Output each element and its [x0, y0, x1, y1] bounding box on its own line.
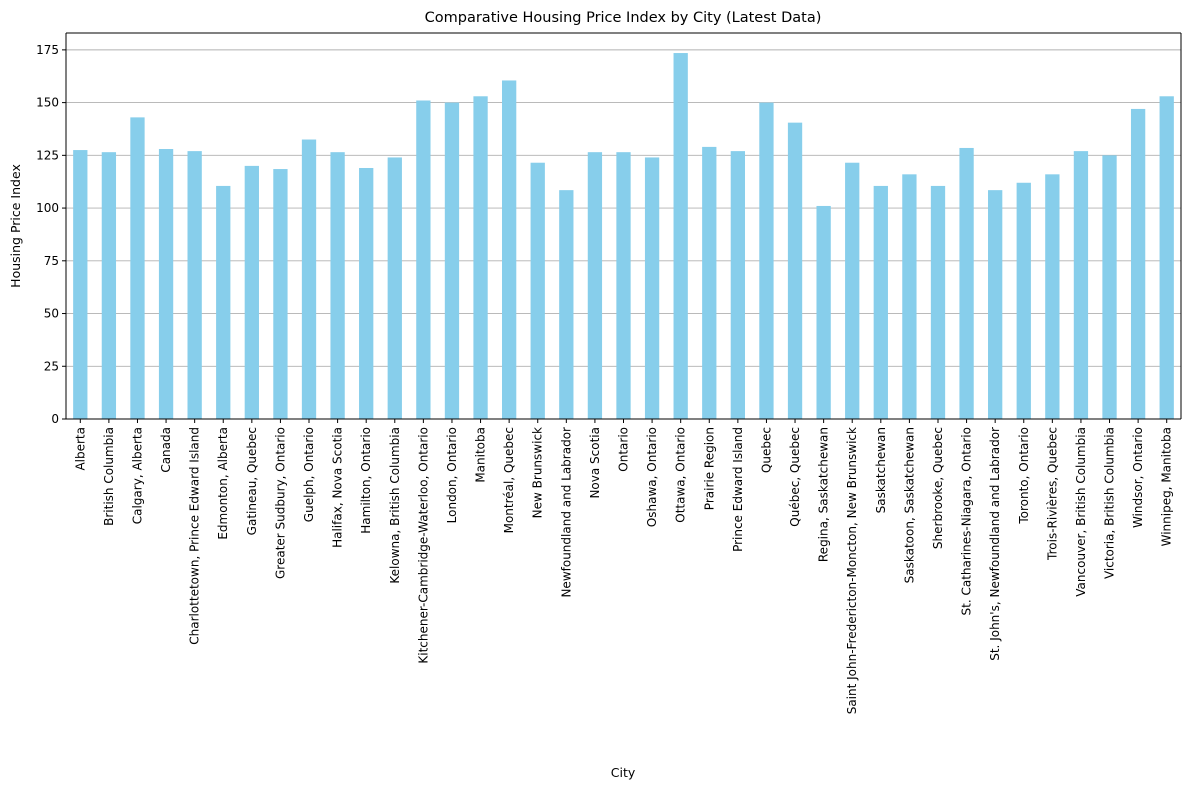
x-tick-label: Trois-Rivières, Quebec: [1045, 427, 1059, 561]
bar: [444, 102, 460, 419]
bar: [1045, 174, 1060, 419]
x-ticks: Alberta British Columbia Calgary, Alberta C…: [73, 419, 1174, 714]
x-tick-label: St. Catharines-Niagara, Ontario: [960, 427, 974, 615]
x-tick-label: Edmonton, Alberta: [216, 427, 230, 540]
x-tick-label: London, Ontario: [445, 427, 459, 523]
bar: [158, 149, 174, 419]
y-tick-label: 75: [44, 254, 59, 268]
x-tick-label: Regina, Saskatchewan: [817, 427, 831, 562]
bar: [216, 185, 231, 419]
y-axis-label: Housing Price Index: [8, 164, 23, 288]
bar: [473, 96, 488, 419]
x-tick-label: Canada: [159, 427, 173, 473]
x-tick-label: New Brunswick: [531, 427, 545, 518]
x-tick-label: Manitoba: [474, 427, 488, 483]
x-tick-label: Halifax, Nova Scotia: [331, 427, 345, 548]
x-tick-label: Ottawa, Ontario: [674, 427, 688, 523]
bar: [73, 150, 88, 420]
bar: [330, 152, 345, 419]
x-axis-label: City: [611, 765, 636, 780]
x-tick-label: Vancouver, British Columbia: [1074, 427, 1088, 597]
bar: [988, 190, 1003, 419]
bar: [301, 139, 317, 420]
bar: [101, 152, 117, 419]
x-tick-label: Victoria, British Columbia: [1103, 427, 1117, 579]
x-tick-label: Calgary, Alberta: [130, 427, 144, 524]
x-tick-label: British Columbia: [102, 427, 116, 526]
x-tick-label: Prairie Region: [702, 427, 716, 510]
bar: [130, 117, 145, 419]
bar: [587, 152, 603, 419]
y-tick-label: 100: [36, 201, 59, 215]
bar: [244, 165, 259, 419]
x-tick-label: Ontario: [617, 427, 631, 472]
x-tick-label: Oshawa, Ontario: [645, 427, 659, 527]
bar: [1130, 108, 1146, 420]
x-tick-label: St. John's, Newfoundland and Labrador: [988, 427, 1002, 661]
bar: [359, 167, 374, 419]
x-tick-label: Newfoundland and Labrador: [559, 427, 573, 598]
x-tick-label: Hamilton, Ontario: [359, 427, 373, 534]
x-tick-label: Quebec: [759, 427, 773, 473]
bar: [1159, 96, 1174, 419]
bar: [787, 122, 803, 419]
bar: [873, 185, 888, 419]
bar: [845, 162, 860, 419]
bar: [416, 100, 431, 420]
bar: [1102, 155, 1117, 419]
bar: [959, 147, 974, 419]
x-tick-label: Gatineau, Quebec: [245, 427, 259, 535]
bar: [759, 102, 774, 419]
y-tick-label: 25: [44, 359, 59, 373]
bar: [387, 157, 402, 419]
y-tick-label: 175: [36, 43, 59, 57]
bar: [187, 151, 202, 419]
bar: [1073, 151, 1089, 419]
x-tick-label: Montréal, Quebec: [502, 427, 516, 533]
x-tick-label: Québec, Quebec: [788, 427, 802, 527]
x-tick-label: Toronto, Ontario: [1017, 427, 1031, 525]
bar: [501, 80, 517, 419]
x-tick-label: Charlottetown, Prince Edward Island: [188, 427, 202, 645]
y-tick-label: 125: [36, 148, 59, 162]
y-tick-label: 150: [36, 96, 59, 110]
bar: [1016, 182, 1031, 419]
y-ticks: 0 25 50 75 100 125 150 175: [36, 43, 66, 426]
x-tick-label: Nova Scotia: [588, 427, 602, 499]
x-tick-label: Winnipeg, Manitoba: [1160, 427, 1174, 546]
x-tick-label: Greater Sudbury, Ontario: [273, 427, 287, 579]
bar: [559, 190, 574, 419]
bar: [702, 146, 717, 419]
x-tick-label: Alberta: [73, 427, 87, 471]
x-tick-label: Saint John-Fredericton-Moncton, New Brun…: [845, 427, 859, 714]
bar: [273, 169, 288, 419]
x-tick-label: Saskatchewan: [874, 427, 888, 513]
bar: [930, 185, 946, 419]
x-tick-label: Prince Edward Island: [731, 427, 745, 552]
bar: [902, 174, 917, 419]
x-tick-label: Saskatoon, Saskatchewan: [902, 427, 916, 583]
bar: [730, 151, 746, 419]
bar: [644, 157, 660, 419]
x-tick-label: Sherbrooke, Quebec: [931, 427, 945, 549]
bars: [73, 53, 1174, 420]
x-tick-label: Kitchener-Cambridge-Waterloo, Ontario: [416, 427, 430, 664]
x-tick-label: Kelowna, British Columbia: [388, 427, 402, 584]
x-tick-label: Guelph, Ontario: [302, 427, 316, 522]
y-tick-label: 0: [51, 412, 59, 426]
bar: [530, 162, 545, 419]
bar: [673, 53, 688, 420]
bar: [816, 205, 831, 419]
x-tick-label: Windsor, Ontario: [1131, 427, 1145, 528]
y-tick-label: 50: [44, 307, 59, 321]
chart-title: Comparative Housing Price Index by City …: [425, 10, 822, 26]
bar: [616, 152, 631, 419]
